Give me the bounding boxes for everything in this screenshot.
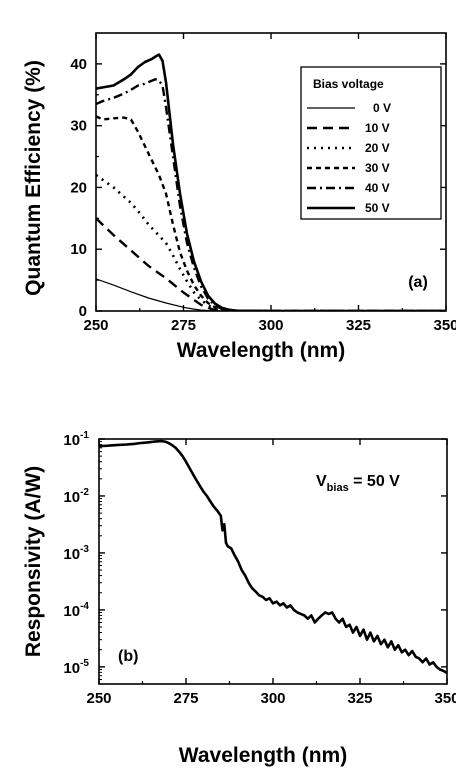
x-tick-label: 300	[260, 690, 285, 707]
x-tick-label: 275	[171, 317, 196, 334]
legend-title: Bias voltage	[313, 77, 384, 91]
legend-label: 10 V	[365, 121, 390, 135]
annotation-subscript: bias	[327, 482, 349, 494]
series-line-20v	[96, 174, 446, 311]
y-tick-base: 10	[63, 489, 80, 506]
panel-label-b: (b)	[118, 648, 138, 665]
x-tick-label: 300	[258, 317, 283, 334]
y-axis-label: Quantum Efficiency (%)	[22, 60, 45, 296]
x-axis-label: Wavelength (nm)	[179, 744, 347, 767]
y-tick-label: 30	[70, 118, 87, 135]
panel-a-chart: 250 275 300 325 350 0 10 20 30 40 Wavelength (nm) Q…	[22, 32, 456, 362]
legend-box	[300, 66, 442, 220]
series-line-50v	[96, 53, 446, 311]
y-tick-label: 40	[70, 56, 87, 73]
x-axis-label: Wavelength (nm)	[177, 339, 345, 362]
y-tick-label: 10-1	[63, 430, 89, 449]
series-line-0v	[96, 278, 446, 311]
x-tick-label: 250	[86, 690, 111, 707]
series-line-30v	[96, 115, 446, 311]
legend-label: 50 V	[365, 201, 390, 215]
legend-label: 40 V	[365, 181, 390, 195]
y-tick-exponent: -4	[80, 601, 89, 612]
y-tick-label: 10-4	[63, 601, 89, 620]
y-tick-label: 10	[70, 241, 87, 258]
annotation-rest: = 50 V	[349, 473, 400, 490]
legend-label: 30 V	[365, 161, 390, 175]
y-tick-exponent: -5	[80, 658, 89, 669]
x-tick-label: 325	[347, 690, 372, 707]
y-tick-base: 10	[63, 432, 80, 449]
responsivity-curve	[99, 439, 447, 675]
series-line-40v	[96, 78, 446, 311]
x-tick-label: 275	[173, 690, 198, 707]
legend: Bias voltage 0 V 10 V 20 V 30 V 40 V 50 V	[300, 66, 442, 220]
panel-label-a: (a)	[408, 274, 428, 291]
y-tick-exponent: -1	[80, 430, 89, 441]
panel-a-series-group	[96, 53, 446, 311]
y-tick-exponent: -3	[80, 544, 89, 555]
y-tick-label: 10-3	[63, 544, 89, 563]
y-tick-label: 0	[79, 303, 87, 320]
x-tick-label: 350	[434, 690, 456, 707]
y-tick-label: 10-5	[63, 658, 89, 677]
legend-label: 0 V	[373, 101, 391, 115]
y-axis-label: Responsivity (A/W)	[22, 466, 45, 657]
y-tick-exponent: -2	[80, 487, 89, 498]
series-line-10v	[96, 217, 446, 311]
y-tick-label: 20	[70, 179, 87, 196]
annotation-main: V	[316, 473, 327, 490]
x-tick-label: 350	[433, 317, 456, 334]
x-tick-label: 250	[83, 317, 108, 334]
y-tick-label: 10-2	[63, 487, 89, 506]
y-tick-base: 10	[63, 603, 80, 620]
y-tick-base: 10	[63, 546, 80, 563]
x-tick-label: 325	[346, 317, 371, 334]
legend-label: 20 V	[365, 141, 390, 155]
bias-annotation: Vbias = 50 V	[316, 473, 400, 494]
y-tick-base: 10	[63, 660, 80, 677]
panel-b-chart: 250 275 300 325 35010-110-210-310-410-5Wavel…	[22, 430, 456, 767]
